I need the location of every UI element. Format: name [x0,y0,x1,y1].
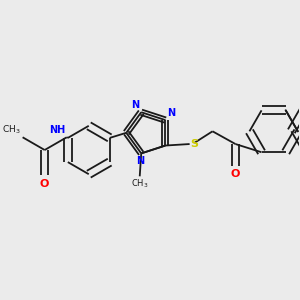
Text: CH$_3$: CH$_3$ [131,178,148,190]
Text: O: O [231,169,240,179]
Text: N: N [136,156,144,167]
Text: NH: NH [49,125,65,136]
Text: N: N [167,108,175,118]
Text: O: O [40,179,50,189]
Text: N: N [131,100,139,110]
Text: CH$_3$: CH$_3$ [2,123,21,136]
Text: S: S [190,139,198,149]
